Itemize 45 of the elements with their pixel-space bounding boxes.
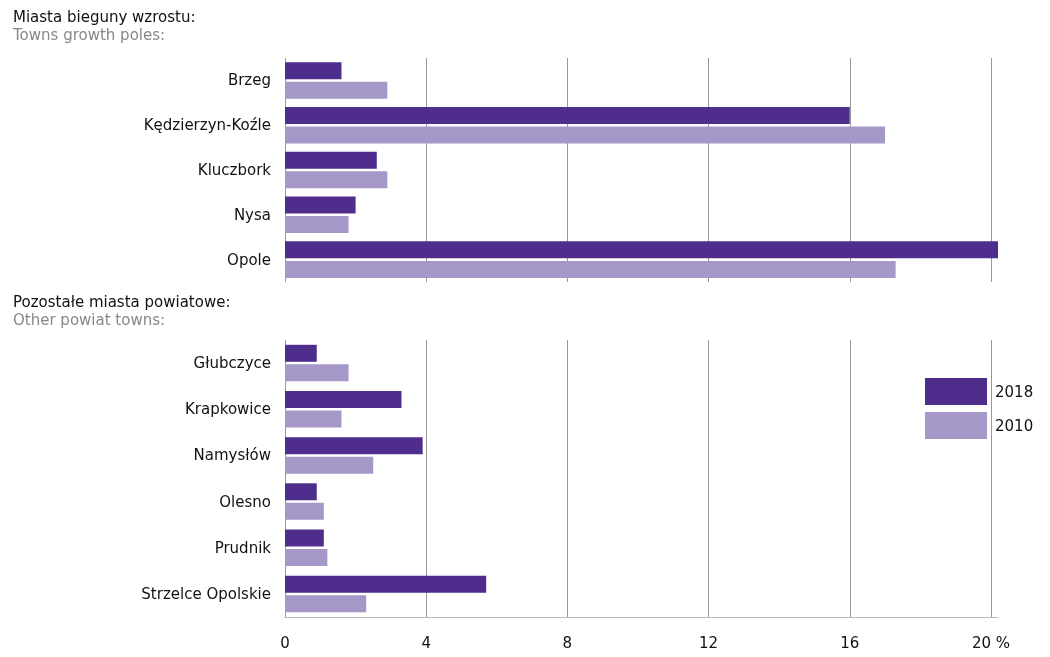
y-tick-label: Olesno (219, 492, 271, 511)
bar (285, 126, 886, 144)
bar (285, 456, 374, 474)
y-tick-label: Opole (227, 250, 271, 269)
bar (285, 502, 324, 520)
x-tick-label: 16 (840, 633, 860, 652)
bar (285, 106, 850, 124)
bar (285, 437, 423, 455)
bar (285, 196, 356, 214)
bar (285, 260, 896, 278)
x-tick-label: 4 (421, 633, 431, 652)
bar (285, 216, 349, 234)
y-tick-label: Głubczyce (193, 354, 271, 373)
y-tick-label: Prudnik (214, 538, 272, 557)
y-tick-label: Nysa (233, 205, 271, 224)
bar (285, 410, 342, 428)
x-tick-label: 20 % (971, 633, 1010, 652)
bar (285, 575, 487, 593)
y-tick-label: Strzelce Opolskie (141, 584, 271, 603)
bar (285, 529, 324, 547)
bar (285, 81, 388, 99)
bar (285, 595, 367, 613)
text: Other powiat towns: (13, 310, 166, 329)
x-tick-label: 8 (562, 633, 573, 652)
y-tick-label: Kluczbork (197, 161, 272, 179)
x-tick-label: 12 (699, 633, 719, 652)
bar (285, 549, 328, 567)
text: Pozostałe miasta powiatowe: (13, 292, 231, 311)
bar (285, 364, 349, 382)
bar (285, 171, 388, 189)
bar (285, 151, 377, 169)
legend-label: 2018 (995, 382, 1034, 401)
y-tick-label: Namysłów (193, 446, 271, 465)
y-tick-label: Krapkowice (185, 400, 271, 419)
legend-label: 2010 (995, 416, 1034, 435)
bar (285, 241, 998, 259)
y-tick-label: Brzeg (227, 71, 271, 90)
bar (285, 483, 317, 501)
text: Towns growth poles: (12, 25, 166, 44)
x-tick-label: 0 (280, 633, 290, 652)
bar (285, 390, 402, 408)
bar (285, 344, 317, 362)
text: Miasta bieguny wzrostu: (13, 7, 196, 26)
bar (285, 62, 342, 80)
y-tick-label: Kędzierzyn-Koźle (143, 116, 271, 135)
